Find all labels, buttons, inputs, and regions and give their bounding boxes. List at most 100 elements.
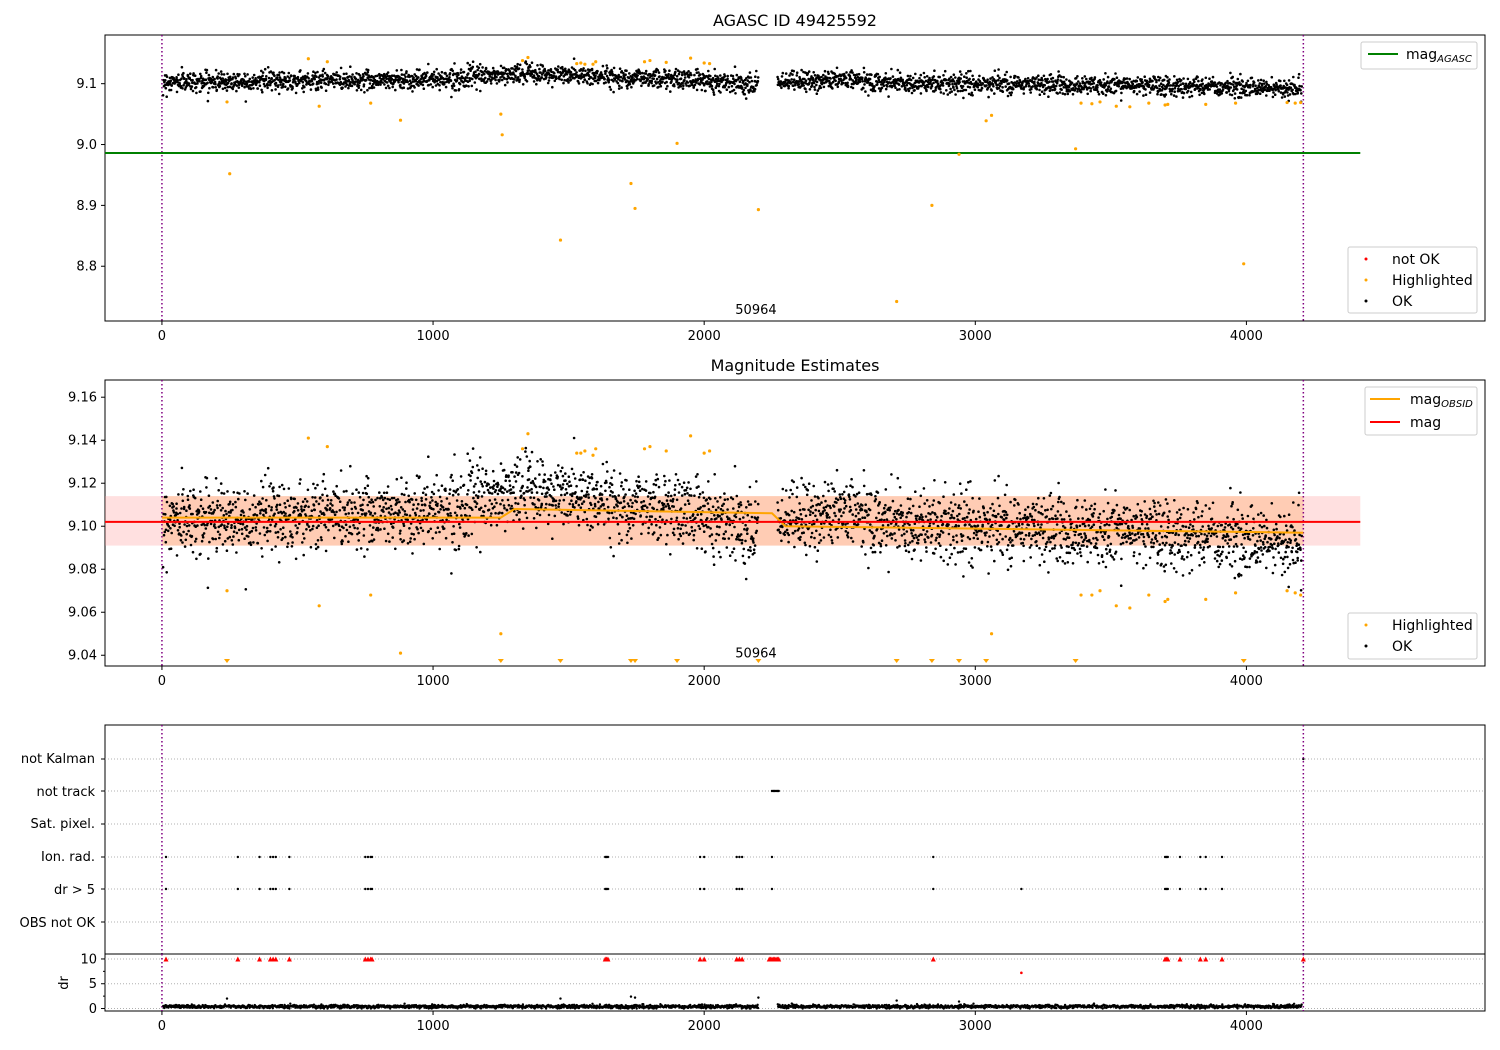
ok-point bbox=[534, 477, 537, 480]
ok-point bbox=[664, 493, 668, 497]
ok-point bbox=[530, 450, 534, 454]
ok-point bbox=[459, 507, 462, 510]
ok-point bbox=[374, 74, 377, 78]
ok-point bbox=[638, 485, 642, 488]
ok-point bbox=[746, 83, 749, 86]
ok-point bbox=[496, 492, 500, 496]
ok-point bbox=[1058, 91, 1062, 94]
ok-point bbox=[451, 479, 455, 483]
ok-point bbox=[182, 77, 186, 80]
ok-point bbox=[1115, 76, 1119, 79]
ok-point bbox=[400, 68, 403, 72]
ok-point bbox=[417, 531, 420, 535]
ok-point bbox=[986, 78, 989, 81]
ok-point bbox=[432, 483, 436, 486]
plot-frame bbox=[104, 34, 1486, 322]
ok-point bbox=[638, 72, 642, 75]
ok-point bbox=[588, 528, 592, 532]
ok-point bbox=[502, 491, 505, 495]
ok-point bbox=[599, 484, 603, 488]
ok-point bbox=[687, 502, 691, 506]
ok-point bbox=[914, 72, 917, 76]
ok-point bbox=[175, 76, 178, 79]
ok-point bbox=[301, 87, 304, 90]
ok-point bbox=[1142, 94, 1145, 97]
ok-point bbox=[366, 503, 370, 507]
ok-point bbox=[316, 70, 319, 74]
ok-point bbox=[837, 80, 841, 84]
ok-point bbox=[226, 525, 229, 528]
ok-point bbox=[423, 71, 426, 75]
highlighted-point bbox=[1204, 102, 1208, 106]
ok-point bbox=[465, 503, 469, 507]
ok-point bbox=[298, 81, 301, 85]
ok-point bbox=[291, 541, 294, 544]
ok-point bbox=[317, 502, 321, 506]
ok-point bbox=[479, 77, 483, 80]
ok-point bbox=[511, 67, 514, 70]
ok-point bbox=[784, 72, 788, 75]
ok-point bbox=[553, 72, 556, 75]
ok-point bbox=[683, 492, 687, 496]
y-tick-label-1: 8.9 bbox=[76, 199, 97, 214]
ok-point bbox=[295, 531, 299, 534]
ok-point bbox=[694, 516, 697, 520]
ok-point bbox=[1026, 77, 1030, 80]
ok-point bbox=[268, 79, 272, 83]
ok-point bbox=[404, 75, 407, 79]
x-tick-label-4000: 4000 bbox=[1230, 674, 1263, 689]
ok-point bbox=[712, 93, 716, 96]
ok-point bbox=[597, 500, 600, 504]
ok-point bbox=[524, 446, 528, 450]
ok-point bbox=[174, 81, 177, 84]
ok-point bbox=[554, 504, 557, 507]
ok-point bbox=[735, 73, 739, 77]
ok-point bbox=[861, 80, 864, 83]
ok-point bbox=[1208, 77, 1211, 80]
ok-point bbox=[423, 487, 426, 490]
ok-point bbox=[612, 554, 615, 558]
ok-point bbox=[1280, 96, 1284, 99]
ok-point bbox=[354, 77, 358, 80]
ok-point bbox=[273, 512, 276, 516]
ok-point bbox=[426, 71, 429, 74]
ok-point bbox=[1125, 77, 1129, 80]
ok-point bbox=[953, 88, 956, 92]
ok-point bbox=[260, 547, 263, 550]
ok-point bbox=[535, 491, 539, 494]
ok-point bbox=[214, 68, 218, 72]
ok-point bbox=[718, 514, 721, 518]
ok-point bbox=[415, 507, 419, 510]
ok-point bbox=[851, 71, 854, 74]
ok-point bbox=[683, 76, 687, 79]
ok-point bbox=[194, 537, 198, 541]
ok-point bbox=[538, 79, 542, 82]
ok-point bbox=[291, 87, 294, 90]
ok-point bbox=[939, 91, 943, 94]
ok-point bbox=[370, 498, 373, 502]
ok-point bbox=[643, 76, 647, 80]
ok-point bbox=[449, 512, 452, 515]
ok-point bbox=[230, 82, 233, 85]
ok-point bbox=[1057, 70, 1060, 73]
ok-point bbox=[307, 505, 310, 509]
ok-point bbox=[466, 452, 470, 456]
ok-point bbox=[398, 500, 401, 504]
ok-point bbox=[218, 536, 221, 540]
ok-point bbox=[1231, 75, 1234, 79]
ok-point bbox=[294, 91, 298, 95]
x-tick-label-4000: 4000 bbox=[1230, 329, 1263, 344]
ok-point bbox=[345, 83, 349, 87]
ok-point bbox=[310, 79, 314, 83]
ok-point bbox=[620, 70, 624, 73]
ok-point bbox=[335, 71, 339, 74]
ok-point bbox=[237, 528, 241, 532]
ok-point bbox=[503, 529, 507, 533]
ok-point bbox=[207, 557, 210, 560]
ok-point bbox=[512, 72, 515, 76]
ok-point bbox=[714, 77, 718, 81]
ok-point bbox=[611, 74, 615, 77]
ok-point bbox=[876, 81, 879, 84]
ok-point bbox=[396, 498, 400, 501]
ok-point bbox=[1252, 81, 1256, 84]
